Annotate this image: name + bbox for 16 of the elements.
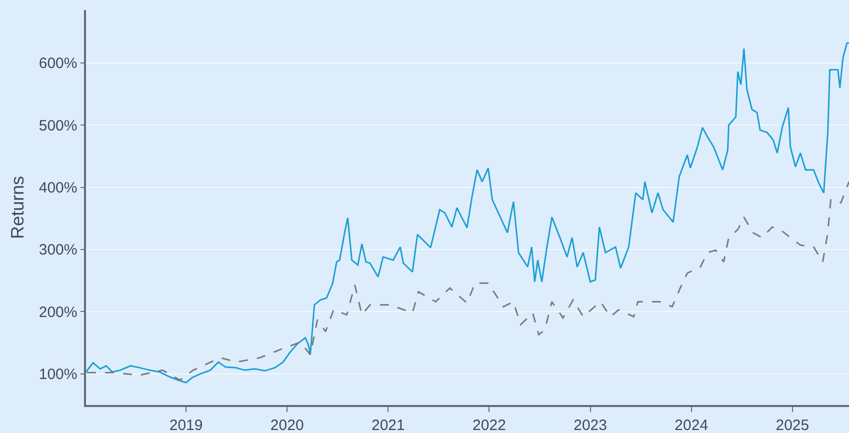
line-series	[86, 180, 849, 381]
x-tick-label: 2019	[169, 416, 203, 433]
x-tick-label: 2022	[472, 416, 506, 433]
y-tick-label: 600%	[38, 55, 78, 72]
x-tick-label: 2020	[270, 416, 304, 433]
y-axis-title: Returns	[8, 176, 28, 240]
y-tick-label: 200%	[38, 304, 78, 321]
y-tick-label: 300%	[38, 242, 78, 259]
y-tick-label: 500%	[38, 117, 78, 134]
x-tick-label: 2021	[371, 416, 405, 433]
line-series	[86, 42, 849, 384]
y-tick-label: 100%	[38, 366, 78, 384]
x-tick-label: 2025	[776, 416, 810, 433]
x-tick-label: 2024	[674, 416, 708, 433]
x-tick-label: 2023	[574, 416, 607, 433]
y-tick-label: 400%	[38, 180, 78, 197]
